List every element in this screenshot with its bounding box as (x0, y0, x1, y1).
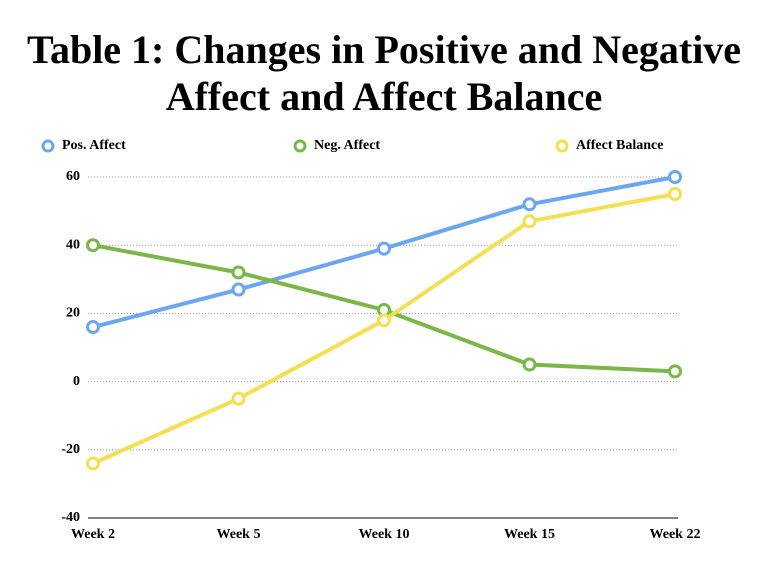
x-tick-label: Week 15 (504, 527, 555, 542)
data-point (377, 241, 391, 256)
y-tick-label: 40 (66, 237, 80, 252)
x-tick-label: Week 2 (71, 527, 115, 542)
legend-label: Neg. Affect (314, 138, 380, 153)
y-tick-label: 20 (66, 306, 80, 321)
data-point (522, 214, 537, 229)
y-tick-label: 0 (73, 374, 80, 389)
data-point (668, 170, 682, 184)
data-point (377, 313, 391, 328)
data-point (668, 187, 682, 202)
data-point (231, 265, 246, 280)
y-tick-label: 60 (66, 169, 80, 184)
data-point (86, 320, 100, 335)
x-tick-label: Week 22 (650, 527, 701, 542)
y-tick-label: -40 (61, 510, 80, 525)
series-line (92, 192, 676, 466)
x-tick-label: Week 10 (359, 527, 410, 542)
data-point (522, 357, 537, 372)
x-tick-label: Week 5 (217, 527, 261, 542)
legend-label: Pos. Affect (62, 138, 126, 153)
data-point (522, 197, 537, 212)
legend-label: Affect Balance (576, 138, 663, 153)
data-point (231, 391, 246, 406)
data-point (668, 364, 682, 379)
data-point (86, 238, 100, 253)
data-point (86, 456, 100, 471)
y-tick-label: -20 (61, 442, 80, 457)
legend-marker (41, 139, 55, 153)
data-point (231, 282, 246, 297)
legend-marker (555, 139, 569, 153)
chart-title: Table 1: Changes in Positive and Negativ… (26, 27, 742, 119)
legend-marker (293, 139, 307, 153)
